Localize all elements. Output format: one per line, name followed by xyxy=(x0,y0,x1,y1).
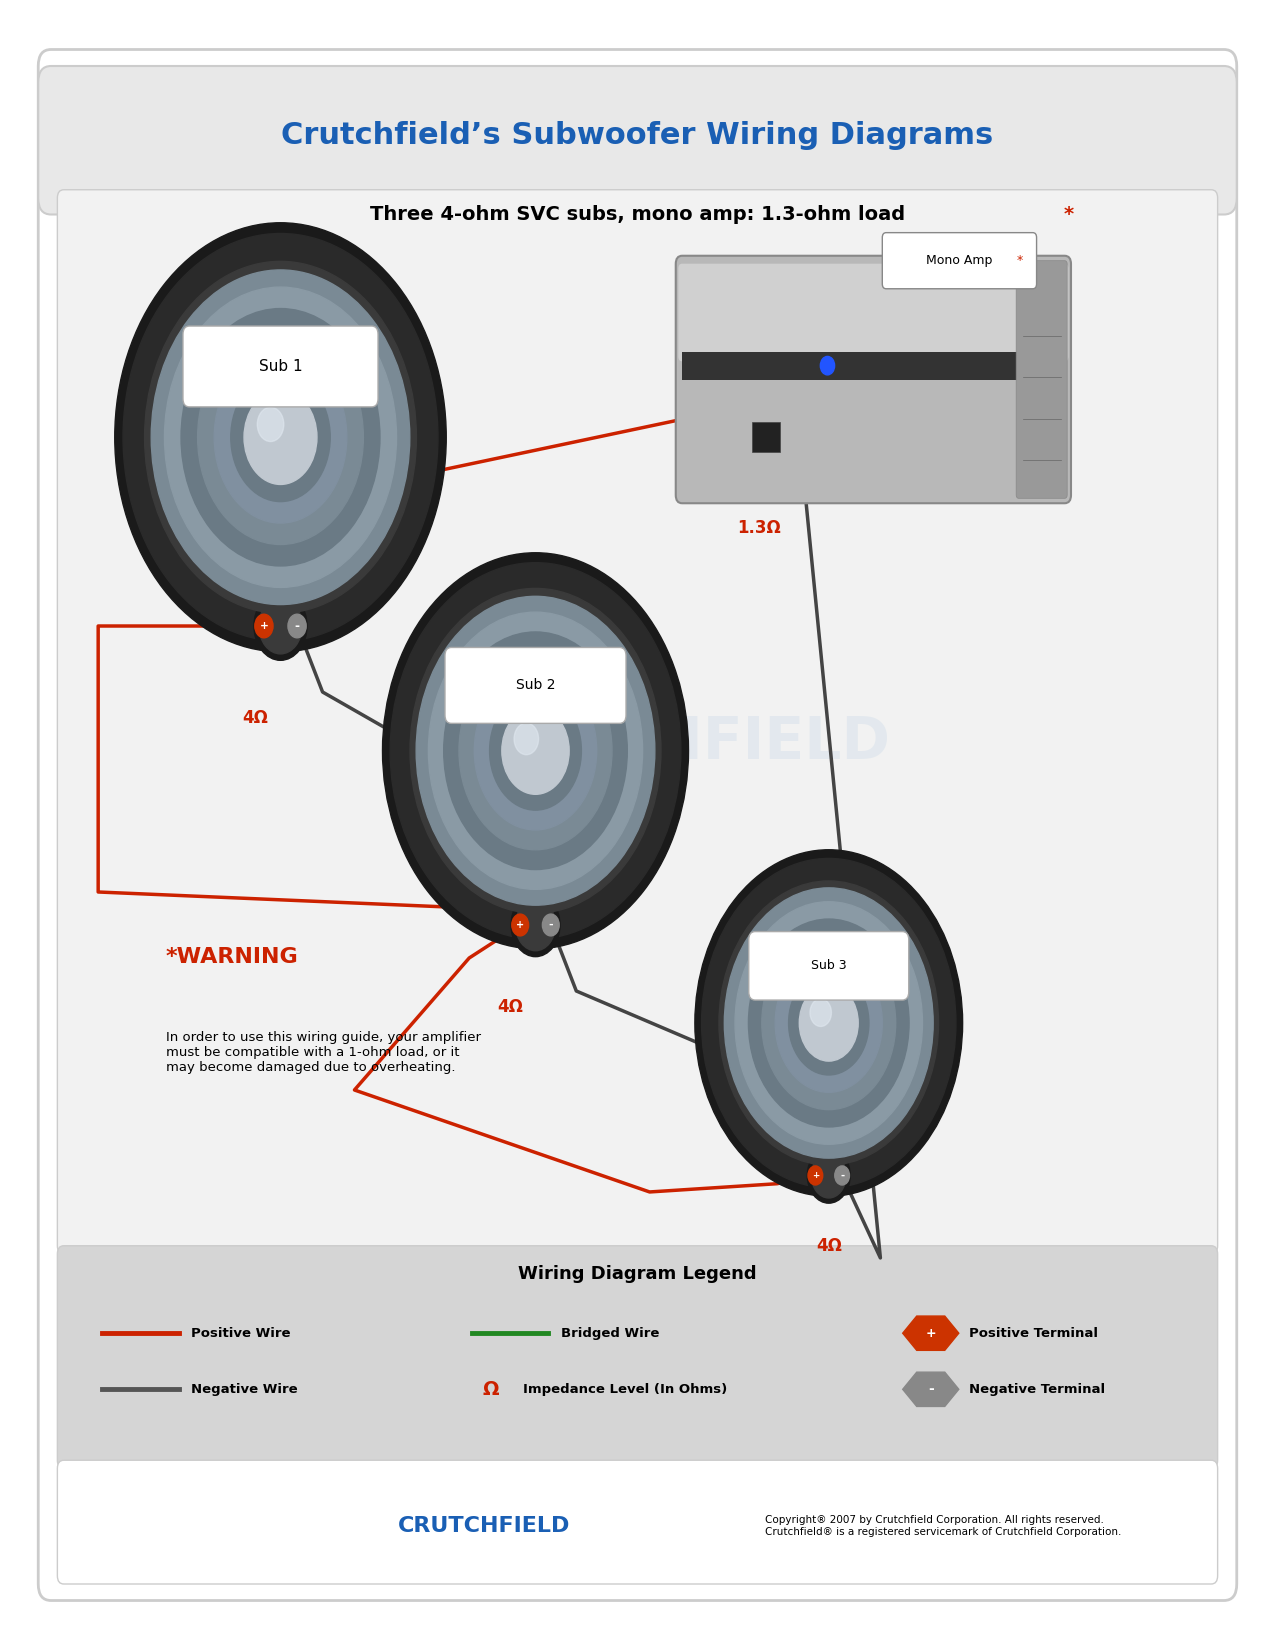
Circle shape xyxy=(244,389,317,485)
Circle shape xyxy=(695,850,963,1196)
Text: Negative Wire: Negative Wire xyxy=(191,1383,298,1396)
Circle shape xyxy=(411,589,660,912)
Circle shape xyxy=(511,914,529,936)
Text: Bridged Wire: Bridged Wire xyxy=(561,1327,659,1340)
Circle shape xyxy=(734,901,923,1145)
Circle shape xyxy=(198,330,363,544)
Text: *: * xyxy=(1063,205,1074,224)
Circle shape xyxy=(835,1167,849,1185)
Circle shape xyxy=(444,632,627,870)
Circle shape xyxy=(288,614,306,639)
Circle shape xyxy=(115,223,446,652)
Circle shape xyxy=(382,553,688,949)
Circle shape xyxy=(122,233,439,642)
Text: Impedance Level (In Ohms): Impedance Level (In Ohms) xyxy=(523,1383,727,1396)
FancyBboxPatch shape xyxy=(682,351,1065,380)
FancyBboxPatch shape xyxy=(445,647,626,723)
Text: Negative Terminal: Negative Terminal xyxy=(969,1383,1105,1396)
Circle shape xyxy=(490,691,581,810)
Circle shape xyxy=(255,614,273,639)
Text: Mono Amp: Mono Amp xyxy=(926,254,992,267)
FancyBboxPatch shape xyxy=(748,932,909,1000)
Circle shape xyxy=(144,261,417,614)
FancyBboxPatch shape xyxy=(57,1460,1218,1584)
Circle shape xyxy=(719,881,938,1165)
Circle shape xyxy=(542,914,560,936)
Circle shape xyxy=(258,408,284,442)
Text: 1.3Ω: 1.3Ω xyxy=(737,520,780,536)
FancyBboxPatch shape xyxy=(38,66,1237,214)
Text: Three 4-ohm SVC subs, mono amp: 1.3-ohm load: Three 4-ohm SVC subs, mono amp: 1.3-ohm … xyxy=(370,205,905,224)
Text: Wiring Diagram Legend: Wiring Diagram Legend xyxy=(518,1266,757,1282)
Text: -: - xyxy=(295,619,300,632)
Circle shape xyxy=(181,309,380,566)
Polygon shape xyxy=(903,1317,959,1350)
Circle shape xyxy=(164,287,397,587)
Circle shape xyxy=(799,985,858,1061)
Text: +: + xyxy=(926,1327,936,1340)
Polygon shape xyxy=(903,1373,959,1406)
Circle shape xyxy=(788,970,870,1076)
Text: *WARNING: *WARNING xyxy=(166,947,298,967)
Text: Crutchfield’s Subwoofer Wiring Diagrams: Crutchfield’s Subwoofer Wiring Diagrams xyxy=(282,120,993,150)
FancyBboxPatch shape xyxy=(1016,261,1067,498)
Text: Copyright® 2007 by Crutchfield Corporation. All rights reserved.
Crutchfield® is: Copyright® 2007 by Crutchfield Corporati… xyxy=(765,1515,1122,1538)
Text: Sub 3: Sub 3 xyxy=(811,959,847,972)
Circle shape xyxy=(810,998,831,1026)
FancyBboxPatch shape xyxy=(676,256,1071,503)
Text: *: * xyxy=(1017,254,1023,267)
Text: 4Ω: 4Ω xyxy=(242,710,268,726)
FancyBboxPatch shape xyxy=(57,190,1218,1254)
Circle shape xyxy=(474,672,597,830)
Circle shape xyxy=(808,1167,822,1185)
FancyBboxPatch shape xyxy=(184,327,377,408)
Circle shape xyxy=(511,893,560,957)
Circle shape xyxy=(514,723,538,754)
FancyBboxPatch shape xyxy=(38,50,1237,1600)
Text: -: - xyxy=(840,1170,844,1180)
Circle shape xyxy=(502,708,569,794)
Circle shape xyxy=(459,652,612,850)
Circle shape xyxy=(724,888,933,1158)
Circle shape xyxy=(390,563,681,939)
FancyBboxPatch shape xyxy=(678,264,1068,361)
Circle shape xyxy=(428,612,643,889)
Circle shape xyxy=(775,954,882,1092)
Circle shape xyxy=(231,373,330,502)
Text: Positive Wire: Positive Wire xyxy=(191,1327,291,1340)
Text: -: - xyxy=(928,1383,933,1396)
FancyBboxPatch shape xyxy=(882,233,1037,289)
Circle shape xyxy=(259,597,302,653)
Text: +: + xyxy=(260,620,268,630)
Circle shape xyxy=(214,351,347,523)
Text: 4Ω: 4Ω xyxy=(497,998,523,1015)
FancyBboxPatch shape xyxy=(752,422,780,452)
Text: Sub 2: Sub 2 xyxy=(516,678,555,693)
Text: Positive Terminal: Positive Terminal xyxy=(969,1327,1098,1340)
Circle shape xyxy=(811,1153,847,1198)
Text: CRUTCHFIELD: CRUTCHFIELD xyxy=(398,1516,571,1536)
Text: In order to use this wiring guide, your amplifier
must be compatible with a 1-oh: In order to use this wiring guide, your … xyxy=(166,1031,481,1074)
Circle shape xyxy=(807,1148,850,1203)
Circle shape xyxy=(254,592,307,660)
Text: Ω: Ω xyxy=(483,1379,499,1399)
Text: -: - xyxy=(548,921,553,931)
Circle shape xyxy=(748,919,909,1127)
Text: +: + xyxy=(812,1172,819,1180)
Text: Sub 1: Sub 1 xyxy=(259,360,302,375)
Circle shape xyxy=(701,858,956,1188)
Circle shape xyxy=(515,899,556,950)
Circle shape xyxy=(761,937,895,1109)
Circle shape xyxy=(820,356,835,375)
Text: CRUTCHFIELD: CRUTCHFIELD xyxy=(436,714,890,771)
Circle shape xyxy=(416,596,655,906)
Text: +: + xyxy=(516,921,524,931)
Text: 4Ω: 4Ω xyxy=(816,1238,842,1254)
FancyBboxPatch shape xyxy=(57,1246,1218,1468)
Circle shape xyxy=(152,271,409,604)
